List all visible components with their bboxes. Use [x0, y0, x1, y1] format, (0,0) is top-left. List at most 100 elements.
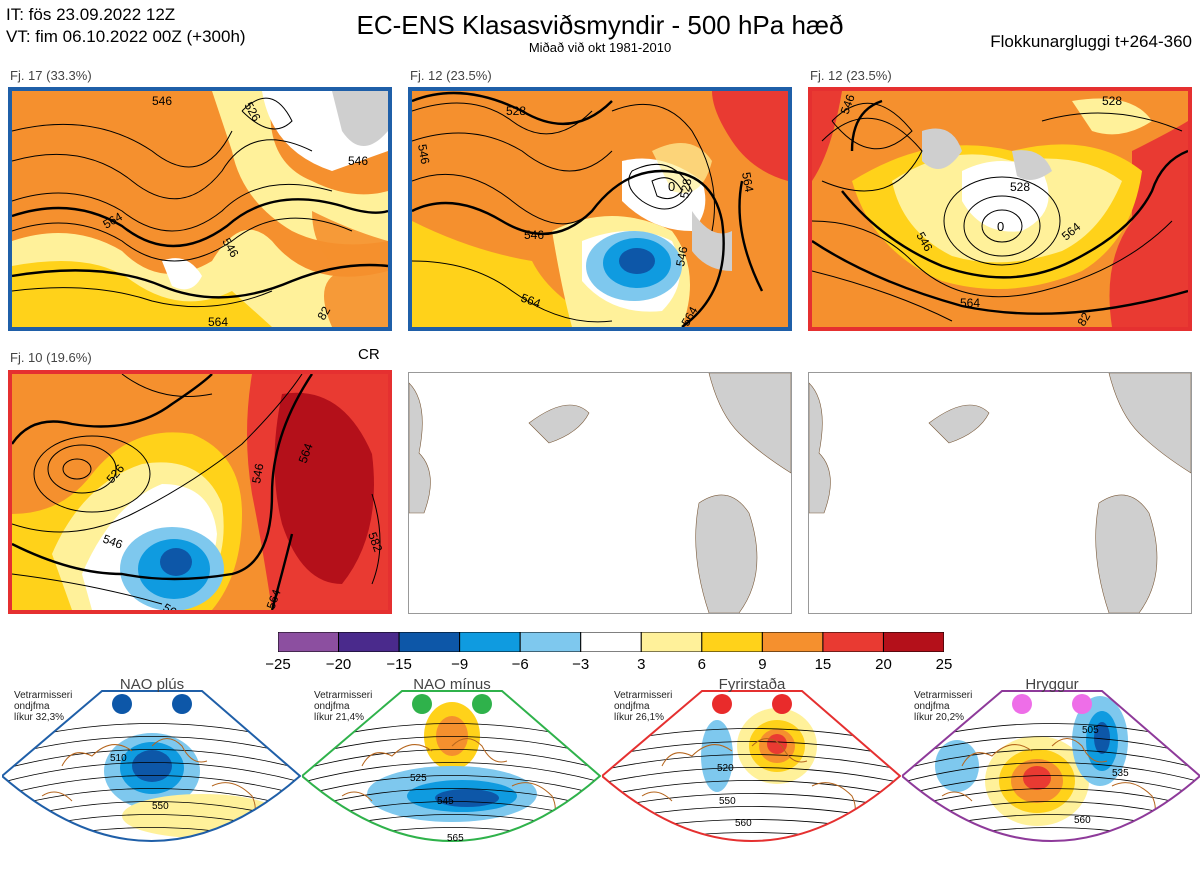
empty-map-2 [808, 372, 1192, 614]
colorbar-bin [278, 632, 340, 652]
sector-frame [902, 690, 1200, 842]
init-time: IT: fös 23.09.2022 12Z [6, 5, 176, 24]
contour-label: 582 [365, 530, 385, 554]
colorbar-tick-label: −9 [451, 656, 469, 673]
contour-label: 564 [264, 587, 284, 610]
regime-map: 505 535 560 [902, 690, 1200, 842]
contour-label: 528 [1010, 180, 1030, 194]
contour-label: 525 [410, 773, 427, 784]
contour-label: 510 [110, 753, 127, 764]
contour-label: 564 [519, 291, 543, 311]
height-contour [902, 762, 1200, 786]
regime-note-line: líkur 20,2% [914, 712, 965, 723]
regime-note-line: ondjfma [914, 701, 950, 712]
classification-window: Flokkunargluggi t+264-360 [990, 32, 1192, 51]
regime-marker [112, 694, 132, 714]
regime-note: Vetrarmisseri ondjfma líkur 26,1% [614, 690, 672, 723]
colorbar-bin [761, 632, 824, 652]
colorbar-bin [459, 632, 521, 652]
height-contour [302, 762, 600, 786]
colorbar-tick-label: −20 [325, 656, 352, 673]
anomaly-shade [1023, 766, 1051, 790]
panel-4-label: Fj. 10 (19.6%) [10, 350, 92, 365]
anomaly-shade [122, 794, 282, 838]
height-contour [602, 780, 900, 799]
height-contour [2, 762, 300, 786]
colorbar-tick-label: −15 [386, 656, 412, 673]
colorbar-bin [640, 632, 703, 652]
valid-time: VT: fim 06.10.2022 00Z (+300h) [6, 27, 246, 46]
colorbar [278, 632, 944, 652]
regime-name: Fyrirstaða [718, 676, 786, 693]
contour-label: 520 [717, 763, 734, 774]
contour-label: 528 [1102, 94, 1122, 108]
height-contour [602, 819, 900, 838]
contour-label: 560 [735, 818, 752, 829]
colorbar-bin [882, 632, 944, 652]
colorbar-bin [701, 632, 763, 652]
regime-name: NAO plús [119, 676, 185, 693]
empty-map-1 [408, 372, 792, 614]
height-contour [902, 827, 1200, 841]
colorbar-tick-label: −3 [572, 656, 590, 673]
regime-marker [1072, 694, 1092, 714]
contour-label: 564 [161, 600, 186, 610]
panel-4-cr-tag: CR [358, 346, 380, 363]
contour-label: 564 [960, 296, 980, 310]
regime-map: 525 545 565 [302, 690, 602, 844]
regime-name: Hryggur [1025, 676, 1079, 693]
contour-label: 546 [348, 154, 368, 168]
colorbar-tick-label: 15 [814, 656, 832, 673]
regime-marker [712, 694, 732, 714]
contour-label: 528 [506, 104, 526, 118]
panel-1-label: Fj. 17 (33.3%) [10, 68, 92, 83]
regime-note-line: Vetrarmisseri [614, 690, 673, 701]
regime-note-line: ondjfma [314, 701, 350, 712]
contour-label: 546 [152, 94, 172, 108]
contour-label: 564 [208, 315, 228, 327]
colorbar-bin [338, 632, 400, 652]
regime-map: 520 550 560 [602, 690, 902, 842]
regime-note-line: Vetrarmisseri [314, 690, 373, 701]
regime-note-line: ondjfma [14, 701, 50, 712]
contour-label: 564 [296, 441, 316, 465]
regime-map: 510 550 [2, 690, 302, 842]
colorbar-tick-label: 3 [637, 656, 646, 673]
regime-marker [472, 694, 492, 714]
regime-note-line: Vetrarmisseri [914, 690, 973, 701]
sector-frame [302, 690, 602, 842]
regime-name: NAO mínus [413, 676, 491, 693]
contour-label: 535 [1112, 768, 1129, 779]
contour-label: 546 [415, 143, 432, 165]
page-subtitle: Miðað við okt 1981-2010 [528, 40, 672, 55]
panel-2-label: Fj. 12 (23.5%) [410, 68, 492, 83]
anomaly-shade [935, 740, 979, 792]
height-contour [902, 749, 1200, 773]
regime-note-line: Vetrarmisseri [14, 690, 73, 701]
panel-3-label: Fj. 12 (23.5%) [810, 68, 892, 83]
contour-label: 546 [838, 92, 858, 116]
sector-frame [2, 690, 302, 842]
regime-note: Vetrarmisseri ondjfma líkur 32,3% [14, 690, 72, 723]
contour-label: 565 [447, 833, 464, 844]
coastline [341, 738, 556, 837]
contour-label: 0 [997, 219, 1004, 234]
cluster-map-3: 528 546 0 546 528 564 564 82 [808, 87, 1192, 331]
contour-label: 550 [719, 796, 736, 807]
height-contour [302, 775, 600, 799]
cluster-map-2: 528 0 546 528 564 546 564 546 564 [408, 87, 792, 331]
run-info: IT: fös 23.09.2022 12Z VT: fim 06.10.202… [6, 4, 246, 48]
height-contour [602, 767, 900, 786]
contour-label: 560 [1074, 815, 1091, 826]
height-contour [602, 832, 900, 841]
anomaly-shade [767, 734, 787, 754]
coastline [641, 738, 856, 837]
height-contour [602, 754, 900, 773]
contour-label: 546 [673, 245, 690, 267]
contour-label: 550 [152, 801, 169, 812]
colorbar-tick-label: 6 [697, 656, 706, 673]
regime-marker [1012, 694, 1032, 714]
anomaly-shade [132, 750, 172, 782]
anomaly-shade [1094, 722, 1110, 754]
colorbar-tick-label: 20 [875, 656, 892, 673]
